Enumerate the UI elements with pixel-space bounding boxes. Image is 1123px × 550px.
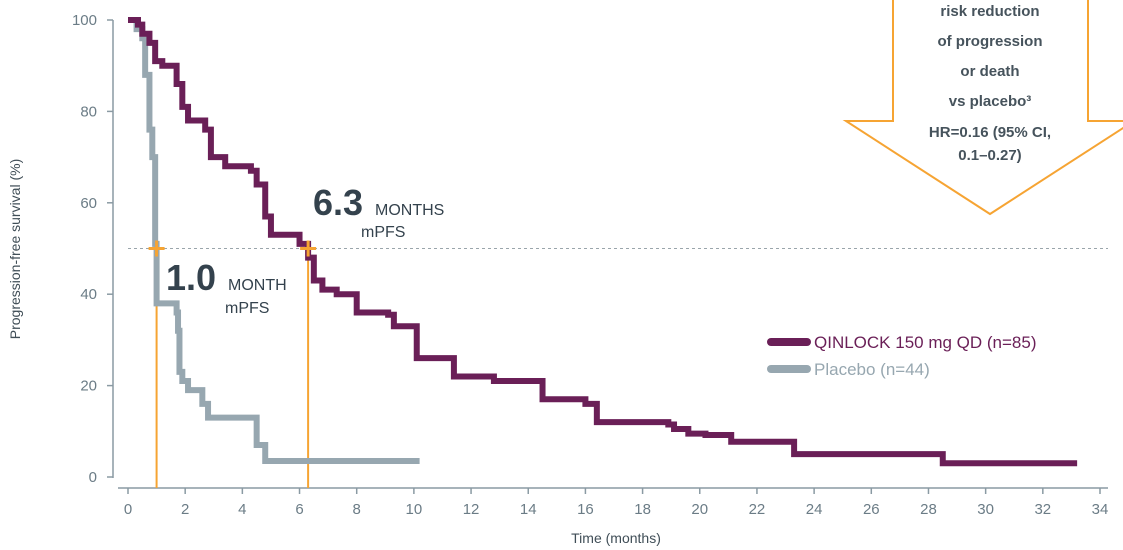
axes bbox=[112, 20, 1108, 489]
x-tick-label: 8 bbox=[353, 501, 361, 518]
callout-hr-line-2: 0.1–0.27) bbox=[958, 147, 1021, 164]
y-tick-label: 40 bbox=[80, 286, 97, 303]
legend-label-placebo: Placebo (n=44) bbox=[814, 360, 930, 379]
y-tick-label: 60 bbox=[80, 195, 97, 212]
x-tick-label: 30 bbox=[977, 501, 994, 518]
callout-arrow bbox=[842, 0, 1123, 216]
x-tick-label: 4 bbox=[238, 501, 246, 518]
x-tick-label: 18 bbox=[634, 501, 651, 518]
series-line-qinlock bbox=[128, 17, 1078, 467]
x-axis-title: Time (months) bbox=[571, 530, 661, 546]
y-tick-label: 0 bbox=[89, 469, 97, 486]
y-tick-label: 100 bbox=[72, 12, 97, 29]
y-tick-label: 20 bbox=[80, 378, 97, 395]
x-tick-label: 22 bbox=[749, 501, 766, 518]
annotation-qinlock-median: 6.3 MONTHS mPFS bbox=[313, 182, 444, 241]
annotation-placebo-median: 1.0 MONTH mPFS bbox=[166, 257, 287, 317]
series-line-placebo bbox=[128, 17, 420, 465]
x-tick-label: 24 bbox=[806, 501, 823, 518]
x-tick-label: 0 bbox=[124, 501, 132, 518]
qinlock-median-value: 6.3 bbox=[313, 182, 363, 223]
x-tick-label: 32 bbox=[1034, 501, 1051, 518]
x-tick-label: 6 bbox=[295, 501, 303, 518]
placebo-median-unit: MONTH bbox=[228, 277, 287, 294]
x-ticks: 0 2 4 6 8 10 12 14 16 18 20 22 24 26 28 30 32 34 bbox=[124, 488, 1109, 518]
median-marker bbox=[148, 240, 165, 257]
y-axis-title: Progression-free survival (%) bbox=[7, 159, 23, 340]
callout-line-4: vs placebo³ bbox=[949, 93, 1032, 110]
median-marker bbox=[300, 240, 317, 257]
placebo-median-label: mPFS bbox=[225, 300, 269, 317]
x-tick-label: 20 bbox=[691, 501, 708, 518]
qinlock-median-unit: MONTHS bbox=[375, 202, 444, 219]
x-tick-label: 26 bbox=[863, 501, 880, 518]
x-tick-label: 34 bbox=[1092, 501, 1109, 518]
placebo-median-value: 1.0 bbox=[166, 257, 216, 298]
callout-line-3: or death bbox=[960, 63, 1019, 80]
callout-line-1: risk reduction bbox=[940, 3, 1039, 20]
x-tick-label: 12 bbox=[463, 501, 480, 518]
x-tick-label: 2 bbox=[181, 501, 189, 518]
median-markers bbox=[148, 240, 317, 257]
legend: QINLOCK 150 mg QD (n=85) Placebo (n=44) bbox=[767, 333, 1037, 379]
y-ticks: 0 20 40 60 80 100 bbox=[72, 12, 113, 486]
y-tick-label: 80 bbox=[80, 103, 97, 120]
x-tick-label: 28 bbox=[920, 501, 937, 518]
x-tick-label: 14 bbox=[520, 501, 537, 518]
qinlock-median-label: mPFS bbox=[361, 224, 405, 241]
legend-label-qinlock: QINLOCK 150 mg QD (n=85) bbox=[814, 333, 1037, 352]
callout-line-2: of progression bbox=[937, 33, 1042, 50]
x-tick-label: 10 bbox=[406, 501, 423, 518]
x-tick-label: 16 bbox=[577, 501, 594, 518]
callout-hr-line-1: HR=0.16 (95% CI, bbox=[929, 124, 1051, 141]
